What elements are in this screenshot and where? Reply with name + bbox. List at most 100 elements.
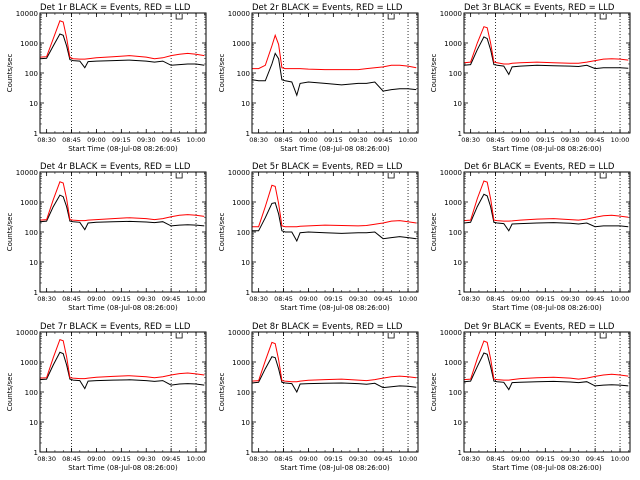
series-line-events [39,351,205,390]
bracket-marker [599,173,607,179]
x-tick-label: 08:30 [37,455,56,463]
y-tick-label: 100 [237,389,250,397]
x-tick-label: 09:30 [137,136,156,144]
y-tick-label: 10000 [440,329,462,337]
chart-panel-2: Det 2r BLACK = Events, RED = LLD Counts/s… [218,3,419,153]
y-axis-label: Counts/sec [6,373,14,412]
series-line-events [251,356,417,394]
series-line-lld [251,341,417,383]
chart-title: Det 9r BLACK = Events, RED = LLD [464,322,615,332]
x-tick-label: 08:30 [461,295,480,303]
x-tick-label: 09:00 [87,295,106,303]
x-tick-label: 09:45 [586,295,605,303]
y-tick-label: 10000 [440,10,462,18]
series-line-lld [252,33,417,71]
series-line-lld [39,181,205,222]
x-tick-label: 10:00 [611,455,630,463]
x-tick-label: 09:30 [349,136,368,144]
x-tick-label: 09:15 [112,295,131,303]
plot-frame [251,171,419,293]
x-tick-label: 09:15 [536,455,555,463]
x-tick-label: 08:45 [62,295,81,303]
x-tick-label: 09:15 [536,136,555,144]
plot-frame [39,12,207,134]
x-tick-label: 10:00 [399,295,418,303]
bracket-marker [175,333,183,339]
x-tick-label: 09:15 [536,295,555,303]
chart-panel-9: Det 9r BLACK = Events, RED = LLD Counts/s… [430,322,631,472]
x-tick-label: 09:45 [586,455,605,463]
x-axis-label: Start Time (08-Jul-08 08:26:00) [280,304,390,312]
x-tick-label: 09:00 [511,136,530,144]
chart-panel-1: Det 1r BLACK = Events, RED = LLD Counts/s… [6,3,207,153]
bracket-marker [387,14,395,20]
y-tick-label: 100 [25,70,38,78]
series-line-events [39,33,205,69]
x-tick-label: 08:45 [486,136,505,144]
y-tick-label: 1 [34,449,38,457]
x-tick-label: 08:45 [486,295,505,303]
x-tick-label: 08:30 [249,295,268,303]
x-tick-label: 09:00 [511,295,530,303]
x-tick-label: 09:30 [137,295,156,303]
x-tick-label: 10:00 [187,455,206,463]
y-tick-label: 10 [241,419,250,427]
y-tick-label: 10 [453,419,462,427]
chart-title: Det 5r BLACK = Events, RED = LLD [252,162,403,172]
x-tick-label: 09:30 [349,295,368,303]
y-tick-label: 1 [458,289,462,297]
chart-title: Det 2r BLACK = Events, RED = LLD [252,3,403,13]
chart-title: Det 1r BLACK = Events, RED = LLD [40,3,191,13]
x-axis-label: Start Time (08-Jul-08 08:26:00) [492,145,602,153]
bracket-marker [599,333,607,339]
x-tick-label: 09:00 [299,455,318,463]
x-tick-label: 09:15 [112,455,131,463]
bracket-marker [599,14,607,20]
y-tick-label: 10 [29,100,38,108]
x-tick-label: 10:00 [399,455,418,463]
y-axis-label: Counts/sec [218,373,226,412]
series-line-events [463,36,629,76]
x-tick-label: 09:15 [324,455,343,463]
x-axis-label: Start Time (08-Jul-08 08:26:00) [68,464,178,472]
x-axis-label: Start Time (08-Jul-08 08:26:00) [68,304,178,312]
series-line-lld [39,338,205,380]
y-tick-label: 1000 [444,199,462,207]
y-tick-label: 1000 [232,199,250,207]
x-tick-label: 08:30 [249,455,268,463]
y-tick-label: 1000 [20,359,38,367]
y-axis-label: Counts/sec [6,54,14,93]
y-tick-label: 1000 [232,40,250,48]
bracket-marker [175,14,183,20]
x-tick-label: 09:00 [511,455,530,463]
y-axis-label: Counts/sec [430,213,438,252]
x-tick-label: 09:00 [299,136,318,144]
y-axis-label: Counts/sec [430,54,438,93]
x-tick-label: 08:45 [274,136,293,144]
x-tick-label: 08:45 [274,295,293,303]
y-axis-label: Counts/sec [430,373,438,412]
x-tick-label: 09:30 [561,136,580,144]
y-tick-label: 100 [25,389,38,397]
x-tick-label: 08:45 [62,455,81,463]
x-tick-label: 09:30 [137,455,156,463]
chart-title: Det 7r BLACK = Events, RED = LLD [40,322,191,332]
y-tick-label: 10 [29,259,38,267]
x-tick-label: 09:15 [324,136,343,144]
chart-panel-4: Det 4r BLACK = Events, RED = LLD Counts/s… [6,162,207,312]
x-tick-label: 09:45 [162,455,181,463]
y-tick-label: 1 [246,449,250,457]
chart-title: Det 3r BLACK = Events, RED = LLD [464,3,615,13]
x-tick-label: 09:45 [374,295,393,303]
x-tick-label: 09:15 [324,295,343,303]
y-axis-label: Counts/sec [6,213,14,252]
x-tick-label: 10:00 [187,295,206,303]
y-tick-label: 1 [34,130,38,138]
bracket-marker [387,333,395,339]
x-tick-label: 08:30 [249,136,268,144]
series-line-events [39,194,205,231]
series-line-lld [252,184,417,228]
y-tick-label: 100 [25,229,38,237]
series-line-events [463,193,629,232]
chart-title: Det 6r BLACK = Events, RED = LLD [464,162,615,172]
